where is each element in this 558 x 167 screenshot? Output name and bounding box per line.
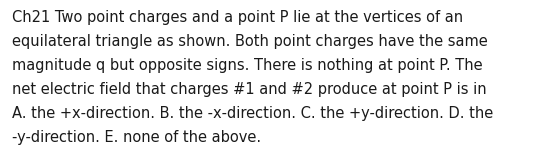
- Text: A. the +x-direction. B. the -x-direction. C. the +y-direction. D. the: A. the +x-direction. B. the -x-direction…: [12, 106, 493, 121]
- Text: equilateral triangle as shown. Both point charges have the same: equilateral triangle as shown. Both poin…: [12, 34, 488, 49]
- Text: net electric field that charges #1 and #2 produce at point P is in: net electric field that charges #1 and #…: [12, 82, 487, 97]
- Text: magnitude q but opposite signs. There is nothing at point P. The: magnitude q but opposite signs. There is…: [12, 58, 483, 73]
- Text: -y-direction. E. none of the above.: -y-direction. E. none of the above.: [12, 130, 261, 145]
- Text: Ch21 Two point charges and a point P lie at the vertices of an: Ch21 Two point charges and a point P lie…: [12, 10, 463, 25]
